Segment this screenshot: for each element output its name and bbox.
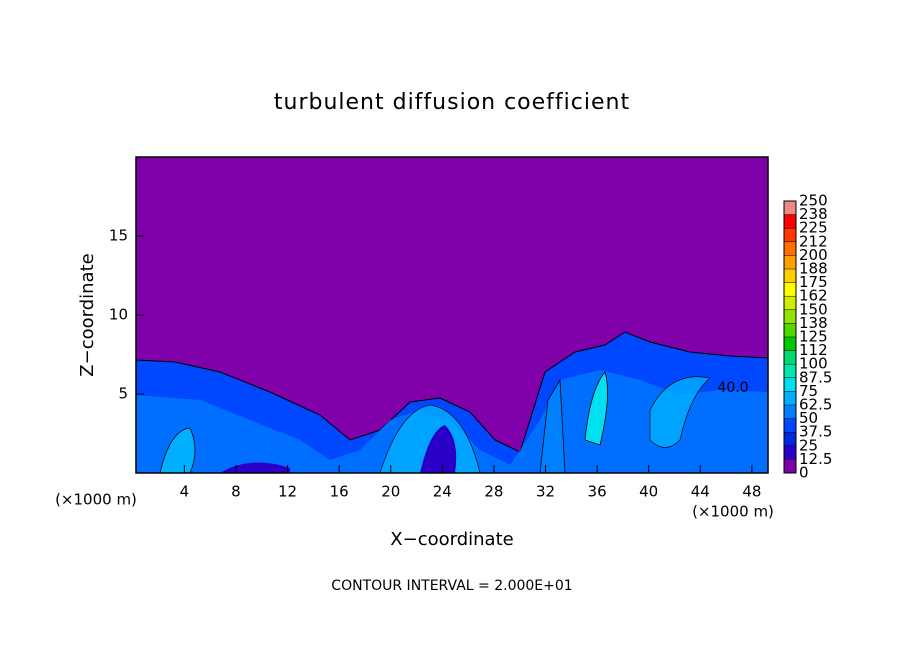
- colorbar-cell: [784, 391, 796, 405]
- colorbar-cell: [784, 364, 796, 378]
- colorbar-cell: [784, 323, 796, 337]
- colorbar-label: 112: [799, 341, 828, 359]
- x-tick-label: 28: [484, 483, 503, 501]
- colorbar-label: 100: [799, 355, 828, 373]
- x-tick-label: 36: [588, 483, 607, 501]
- colorbar-label: 12.5: [799, 450, 832, 468]
- y-tick-label: 15: [109, 227, 128, 245]
- colorbar-cell: [784, 405, 796, 419]
- y-tick-label: 10: [109, 306, 128, 324]
- colorbar-cell: [784, 337, 796, 351]
- colorbar-label: 50: [799, 409, 818, 427]
- colorbar-label: 37.5: [799, 423, 832, 441]
- colorbar-label: 250: [799, 192, 828, 210]
- x-tick-label: 44: [691, 483, 710, 501]
- x-unit-label: (×1000 m): [692, 503, 774, 521]
- colorbar-label: 212: [799, 232, 828, 250]
- colorbar-cell: [784, 350, 796, 365]
- field: [136, 157, 768, 473]
- colorbar-cell: [784, 241, 796, 256]
- colorbar-label: 125: [799, 328, 828, 346]
- colorbar-cell: [784, 445, 796, 460]
- colorbar-cell: [784, 214, 796, 229]
- colorbar-cell: [784, 282, 796, 297]
- colorbar-label: 25: [799, 436, 818, 454]
- x-tick-label: 24: [433, 483, 452, 501]
- colorbar-cell: [784, 309, 796, 324]
- colorbar-cell: [784, 296, 796, 310]
- contour-label: 40.0: [717, 380, 748, 396]
- colorbar-label: 162: [799, 287, 828, 305]
- colorbar-cell: [784, 255, 796, 269]
- colorbar-label: 238: [799, 205, 828, 223]
- colorbar-cell: [784, 269, 796, 283]
- colorbar-cell: [784, 201, 796, 215]
- colorbar-cell: [784, 432, 796, 446]
- colorbar-cell: [784, 459, 796, 473]
- colorbar-label: 225: [799, 219, 828, 237]
- colorbar-cell: [784, 377, 796, 392]
- x-tick-label: 48: [742, 483, 761, 501]
- x-tick-label: 40: [639, 483, 658, 501]
- x-tick-label: 8: [231, 483, 241, 501]
- x-axis-label: X−coordinate: [390, 529, 513, 550]
- x-tick-label: 4: [180, 483, 190, 501]
- colorbar-label: 138: [799, 314, 828, 332]
- colorbar-label: 0: [799, 464, 809, 482]
- y-axis-label: Z−coordinate: [77, 253, 98, 376]
- colorbar-label: 87.5: [799, 368, 832, 386]
- colorbar-cell: [784, 228, 796, 242]
- x-tick-label: 16: [330, 483, 349, 501]
- x-tick-label: 20: [381, 483, 400, 501]
- y-tick-label: 5: [118, 385, 128, 403]
- x-tick-label: 32: [536, 483, 555, 501]
- colorbar-label: 188: [799, 260, 828, 278]
- x-tick-label: 12: [278, 483, 297, 501]
- x-unit-label: (×1000 m): [55, 491, 137, 509]
- footer-note: CONTOUR INTERVAL = 2.000E+01: [331, 578, 572, 594]
- colorbar-label: 75: [799, 382, 818, 400]
- colorbar-label: 175: [799, 273, 828, 291]
- colorbar-label: 150: [799, 300, 828, 318]
- colorbar-label: 62.5: [799, 396, 832, 414]
- colorbar-cell: [784, 418, 796, 433]
- colorbar-label: 200: [799, 246, 828, 264]
- chart-title: turbulent diffusion coefficient: [274, 90, 630, 115]
